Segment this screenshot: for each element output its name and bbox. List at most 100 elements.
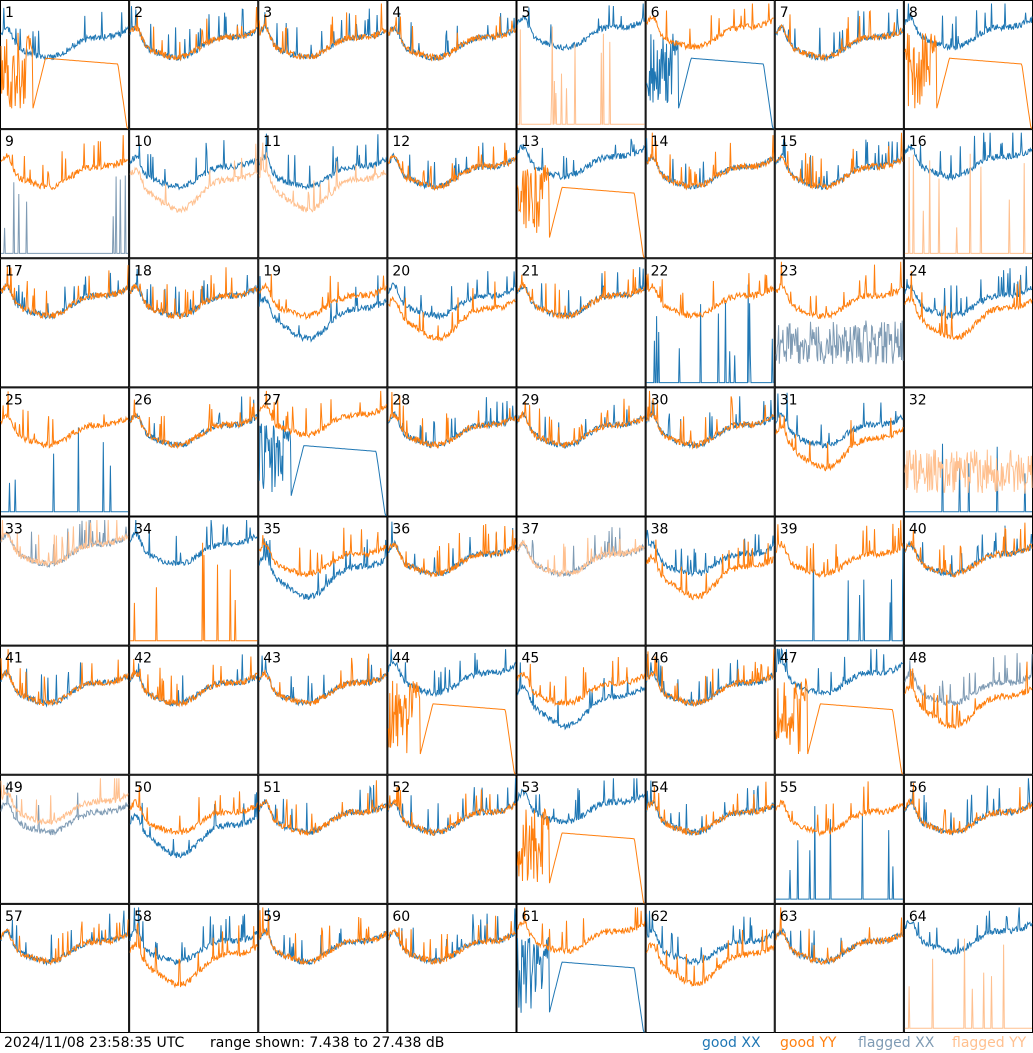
yy-series: [129, 785, 258, 835]
panel-label: 29: [522, 392, 540, 408]
panel-label: 20: [392, 263, 410, 279]
panel-7: 7: [774, 0, 904, 130]
yy-series: [258, 274, 387, 321]
xx-series: [775, 392, 904, 449]
panel-46: 46: [645, 645, 775, 775]
panel-4: 4: [387, 0, 517, 130]
xx-series: [1, 175, 129, 254]
panel-label: 52: [392, 780, 410, 796]
panel-frame: [645, 387, 775, 517]
panel-63: 63: [774, 903, 904, 1033]
panel-42: 42: [129, 645, 259, 775]
yy-series: [387, 680, 516, 775]
yy-series: [904, 522, 1033, 578]
panel-12: 12: [387, 129, 517, 259]
yy-series: [129, 6, 258, 61]
xx-series: [904, 653, 1033, 706]
panel-51: 51: [258, 774, 388, 904]
panel-35: 35: [258, 516, 388, 646]
xx-series: [904, 907, 1033, 956]
panel-label: 31: [780, 392, 798, 408]
xx-series: [0, 910, 129, 967]
panel-frame: [129, 387, 259, 517]
panel-53: 53: [516, 774, 646, 904]
legend-good-xx: good XX: [702, 1035, 761, 1051]
panel-frame: [516, 258, 646, 388]
panel-label: 27: [263, 392, 281, 408]
panel-label: 53: [522, 780, 540, 796]
yy-series: [258, 3, 387, 60]
panel-17: 17: [0, 258, 130, 388]
panel-26: 26: [129, 387, 259, 517]
panel-frame: [0, 0, 130, 130]
panel-label: 6: [651, 5, 660, 21]
xx-series: [258, 275, 387, 343]
panel-label: 43: [263, 651, 281, 667]
panel-frame: [774, 516, 904, 646]
panel-15: 15: [774, 129, 904, 259]
xx-series: [517, 936, 645, 1033]
panel-label: 12: [392, 134, 410, 150]
panel-label: 48: [909, 651, 927, 667]
panel-30: 30: [645, 387, 775, 517]
panel-25: 25: [0, 387, 130, 517]
panel-label: 37: [522, 522, 540, 538]
panel-frame: [645, 129, 775, 259]
panel-frame: [903, 516, 1033, 646]
yy-series: [517, 26, 645, 125]
panel-label: 17: [5, 263, 23, 279]
panel-frame: [129, 258, 259, 388]
panel-label: 13: [522, 134, 540, 150]
panel-61: 61: [516, 903, 646, 1033]
range-shown: range shown: 7.438 to 27.438 dB: [210, 1035, 445, 1051]
panel-label: 14: [651, 134, 669, 150]
panel-23: 23: [774, 258, 904, 388]
xx-series: [0, 662, 129, 708]
panel-64: 64: [903, 903, 1033, 1033]
yy-series: [646, 929, 775, 988]
panel-14: 14: [645, 129, 775, 259]
yy-series: [130, 542, 258, 642]
xx-series: [129, 792, 258, 859]
yy-series: [387, 16, 516, 62]
footer-bar: 2024/11/08 23:58:35 UTC range shown: 7.4…: [0, 1033, 1033, 1053]
panel-38: 38: [645, 516, 775, 646]
panel-frame: [258, 774, 388, 904]
yy-series: [0, 649, 129, 707]
panel-frame: [129, 129, 259, 259]
panel-frame: [774, 903, 904, 1033]
panel-label: 39: [780, 522, 798, 538]
panel-frame: [516, 774, 646, 904]
yy-series: [904, 33, 1032, 129]
panel-18: 18: [129, 258, 259, 388]
yy-series: [775, 261, 904, 320]
panel-6: 6: [645, 0, 775, 130]
yy-series: [517, 907, 646, 955]
yy-series: [904, 271, 1033, 341]
panel-label: 16: [909, 134, 927, 150]
panel-37: 37: [516, 516, 646, 646]
yy-series: [775, 520, 904, 579]
panel-frame: [129, 645, 259, 775]
panel-label: 3: [263, 5, 272, 21]
panel-frame: [129, 0, 259, 130]
xx-series: [646, 654, 775, 707]
panel-50: 50: [129, 774, 259, 904]
panel-label: 8: [909, 5, 918, 21]
panel-2: 2: [129, 0, 259, 130]
panel-40: 40: [903, 516, 1033, 646]
yy-series: [388, 915, 516, 965]
panel-62: 62: [645, 903, 775, 1033]
panel-frame: [516, 129, 646, 259]
panel-54: 54: [645, 774, 775, 904]
panel-55: 55: [774, 774, 904, 904]
panel-label: 64: [909, 909, 927, 925]
yy-series: [517, 537, 645, 578]
yy-series: [388, 281, 516, 342]
panel-label: 63: [780, 909, 798, 925]
panel-frame: [387, 0, 517, 130]
panel-label: 42: [134, 651, 152, 667]
xx-series: [387, 649, 516, 698]
panel-label: 11: [263, 134, 281, 150]
